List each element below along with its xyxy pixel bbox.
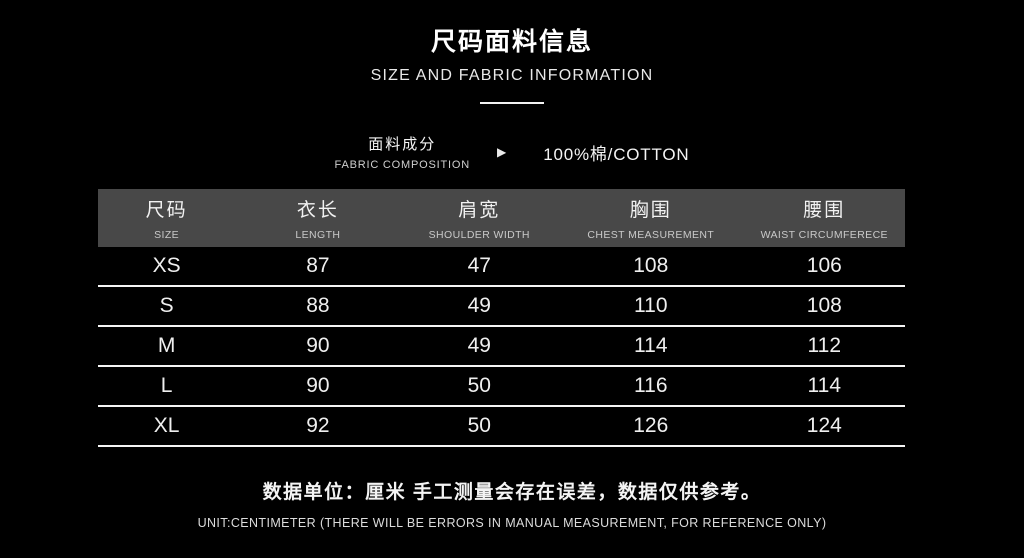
measurement-cell: 110: [557, 286, 744, 327]
footer-note-en: UNIT:CENTIMETER (THERE WILL BE ERRORS IN…: [197, 516, 827, 530]
column-label-zh: 胸围: [629, 200, 672, 221]
size-cell: S: [98, 286, 236, 327]
measurement-cell: 108: [743, 286, 905, 327]
measurement-cell: 92: [235, 406, 401, 447]
size-cell: XS: [98, 247, 236, 287]
measurement-cell: 49: [400, 326, 558, 367]
column-label-zh: 尺码: [145, 200, 188, 221]
column-label-en: CHEST MEASUREMENT: [587, 229, 715, 241]
table-header-row: 尺码 SIZE 衣长 LENGTH 肩宽 SHOULDER WIDTH 胸围 CHEST ME…: [98, 189, 905, 247]
table-header-cell: 肩宽 SHOULDER WIDTH: [401, 189, 558, 247]
measurement-cell: 112: [743, 326, 905, 367]
fabric-label-en: FABRIC COMPOSITION: [334, 159, 470, 171]
measurement-cell: 47: [400, 247, 558, 287]
size-cell: XL: [98, 406, 236, 447]
measurement-cell: 114: [557, 326, 744, 367]
measurement-cell: 87: [235, 247, 401, 287]
measurement-cell: 108: [557, 247, 744, 287]
size-table-head: 尺码 SIZE 衣长 LENGTH 肩宽 SHOULDER WIDTH 胸围 CHEST ME…: [98, 189, 905, 247]
fabric-composition-value: 100%棉/COTTON: [543, 144, 690, 164]
table-row: S 88 49 110 108: [98, 286, 905, 327]
table-row: M 90 49 114 112: [98, 326, 905, 367]
column-label-en: WAIST CIRCUMFERECE: [760, 229, 888, 241]
measurement-cell: 124: [743, 406, 905, 447]
measurement-cell: 114: [743, 366, 905, 407]
size-fabric-infographic: 尺码面料信息 SIZE AND FABRIC INFORMATION 面料成分 …: [0, 0, 1024, 530]
size-cell: L: [98, 366, 236, 407]
fabric-label-zh: 面料成分: [368, 136, 437, 153]
measurement-cell: 90: [235, 366, 401, 407]
measurement-cell: 49: [400, 286, 558, 327]
size-cell: M: [98, 326, 236, 367]
column-label-en: LENGTH: [295, 229, 341, 241]
size-table-body: XS 87 47 108 106 S 88 49 110 108 M 90 49 114 112 L 90 50 1…: [98, 247, 905, 447]
table-header-cell: 腰围 WAIST CIRCUMFERECE: [744, 189, 905, 247]
table-row: L 90 50 116 114: [98, 366, 905, 407]
column-label-zh: 衣长: [296, 200, 339, 221]
footer-note-zh: 数据单位：厘米 手工测量会存在误差，数据仅供参考。: [262, 482, 762, 503]
title-underline: [480, 102, 544, 104]
measurement-cell: 50: [400, 406, 558, 447]
measurement-cell: 126: [557, 406, 744, 447]
column-label-zh: 腰围: [803, 200, 846, 221]
table-row: XL 92 50 126 124: [98, 406, 905, 447]
measurement-cell: 88: [235, 286, 401, 327]
measurement-cell: 90: [235, 326, 401, 367]
table-header-cell: 尺码 SIZE: [98, 189, 235, 247]
column-label-en: SHOULDER WIDTH: [428, 229, 530, 241]
size-table: 尺码 SIZE 衣长 LENGTH 肩宽 SHOULDER WIDTH 胸围 CHEST ME…: [98, 189, 905, 447]
measurement-cell: 106: [743, 247, 905, 287]
column-label-en: SIZE: [154, 229, 180, 241]
measurement-cell: 116: [557, 366, 744, 407]
page-title: 尺码面料信息: [430, 28, 593, 56]
right-arrow-icon: ▶: [496, 145, 507, 159]
fabric-composition-section: 面料成分 FABRIC COMPOSITION ▶ 100%棉/COTTON: [0, 133, 1024, 171]
table-header-cell: 衣长 LENGTH: [235, 189, 400, 247]
page-subtitle: SIZE AND FABRIC INFORMATION: [370, 67, 654, 84]
fabric-composition-label: 面料成分 FABRIC COMPOSITION: [335, 133, 470, 171]
table-header-cell: 胸围 CHEST MEASUREMENT: [558, 189, 744, 247]
column-label-zh: 肩宽: [458, 200, 501, 221]
table-row: XS 87 47 108 106: [98, 247, 905, 287]
measurement-cell: 50: [400, 366, 558, 407]
